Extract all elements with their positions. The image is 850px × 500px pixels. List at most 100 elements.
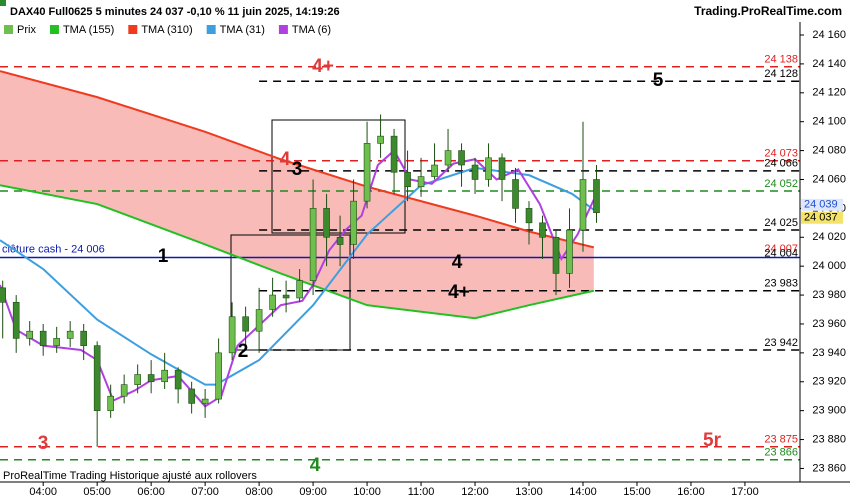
level-label: 24 004 <box>764 247 798 259</box>
level-label: 23 942 <box>764 337 798 349</box>
tma-line <box>0 70 595 249</box>
x-tick-label: 14:00 <box>569 486 597 498</box>
legend-swatch <box>4 25 13 34</box>
price-marker <box>801 198 843 211</box>
candle-body <box>0 287 6 303</box>
candle-body <box>471 164 479 180</box>
candle-body <box>350 200 357 245</box>
y-tick-label: 24 100 <box>812 116 846 128</box>
candle-body <box>539 222 546 238</box>
candle-body <box>309 208 317 281</box>
candle-body <box>377 135 384 144</box>
candle-body <box>552 236 560 274</box>
y-tick-label: 23 920 <box>812 376 846 388</box>
candle-body <box>404 171 411 188</box>
candle-body <box>390 135 398 173</box>
x-tick-label: 09:00 <box>299 486 327 498</box>
y-tick-label: 23 940 <box>812 347 846 359</box>
level-label: 24 052 <box>764 178 798 190</box>
x-tick-label: 04:00 <box>29 486 57 498</box>
candle-body <box>147 374 155 383</box>
y-tick-label: 24 160 <box>812 29 846 41</box>
candle-body <box>201 398 209 404</box>
indicator <box>0 0 6 6</box>
legend-swatch <box>49 25 59 34</box>
candle-body <box>215 352 222 400</box>
legend: Prix TMA (155) TMA (310) TMA (31) TMA (6) <box>4 24 331 36</box>
level-label: 24 066 <box>764 158 798 170</box>
y-tick-label: 24 080 <box>812 144 846 156</box>
candle-body <box>458 150 465 166</box>
y-tick-label: 24 120 <box>812 87 846 99</box>
candle-body <box>269 294 276 310</box>
x-tick-label: 15:00 <box>623 486 651 498</box>
legend-label: TMA (6) <box>292 24 331 36</box>
candle-body <box>12 301 20 339</box>
annotation: 5 <box>653 70 664 91</box>
y-tick-label: 24 060 <box>812 173 846 185</box>
annotation: 2 <box>238 341 249 362</box>
tma-line <box>0 184 595 320</box>
footer: ProRealTime Trading Historique ajusté au… <box>3 470 257 482</box>
candle-body <box>417 176 425 188</box>
level-label: 23 875 <box>764 434 798 446</box>
level-label: 24 073 <box>764 148 798 160</box>
candle-body <box>525 208 533 224</box>
candle-body <box>174 369 182 390</box>
candle-body <box>188 388 195 404</box>
y-tick-label: 23 980 <box>812 289 846 301</box>
level-label: 24 138 <box>764 54 798 66</box>
candle-body <box>363 143 371 202</box>
annotation: 3 <box>38 433 49 454</box>
annotation: 4+ <box>312 56 334 77</box>
y-tick-label: 23 880 <box>812 433 846 445</box>
level-label: 23 866 <box>764 447 798 459</box>
level-label: 24 025 <box>764 217 798 229</box>
candle-body <box>498 157 506 180</box>
band-fill <box>0 71 594 319</box>
annotation: 3 <box>292 159 303 180</box>
price-marker-label: 24 037 <box>804 212 838 224</box>
candle-body <box>255 309 263 332</box>
annotation: 5r <box>703 430 722 451</box>
candle-body <box>444 150 452 166</box>
x-tick-label: 08:00 <box>245 486 273 498</box>
candle-body <box>107 395 114 411</box>
legend-label: Prix <box>17 24 36 36</box>
candle-body <box>512 179 519 209</box>
price-marker <box>801 211 843 224</box>
candle-body <box>242 316 249 332</box>
candle-body <box>228 316 236 354</box>
price-marker-label: 24 039 <box>804 199 838 211</box>
x-tick-label: 06:00 <box>137 486 165 498</box>
candle-body <box>39 330 47 346</box>
annotation: 4 <box>280 149 291 170</box>
legend-label: TMA (155) <box>63 24 114 36</box>
x-tick-label: 12:00 <box>461 486 489 498</box>
chart-title: DAX40 Full0625 5 minutes 24 037 -0,10 % … <box>10 6 340 18</box>
y-tick-label: 24 000 <box>812 260 846 272</box>
plot-area: clôture cash - 24 006 <box>0 66 800 461</box>
candle-body <box>323 208 330 238</box>
annotation: 4 <box>452 252 463 273</box>
legend-label: TMA (310) <box>141 24 192 36</box>
candle-body <box>431 164 438 177</box>
x-tick-label: 10:00 <box>353 486 381 498</box>
y-tick-label: 23 960 <box>812 318 846 330</box>
y-tick-label: 24 140 <box>812 58 846 70</box>
level-label-bg <box>0 243 112 256</box>
annotation: 4 <box>310 455 321 476</box>
annotation: 4+ <box>448 282 470 303</box>
candle-body <box>161 369 168 383</box>
candle-body <box>593 179 600 214</box>
legend-label: TMA (31) <box>220 24 265 36</box>
legend-swatch <box>206 25 216 34</box>
source: Trading.ProRealTime.com <box>694 4 842 18</box>
legend-swatch <box>128 25 138 34</box>
candle-body <box>26 330 33 339</box>
y-tick-label: 23 860 <box>812 462 846 474</box>
candle-body <box>120 384 128 397</box>
x-tick-label: 16:00 <box>677 486 705 498</box>
level-label: clôture cash - 24 006 <box>2 243 105 255</box>
